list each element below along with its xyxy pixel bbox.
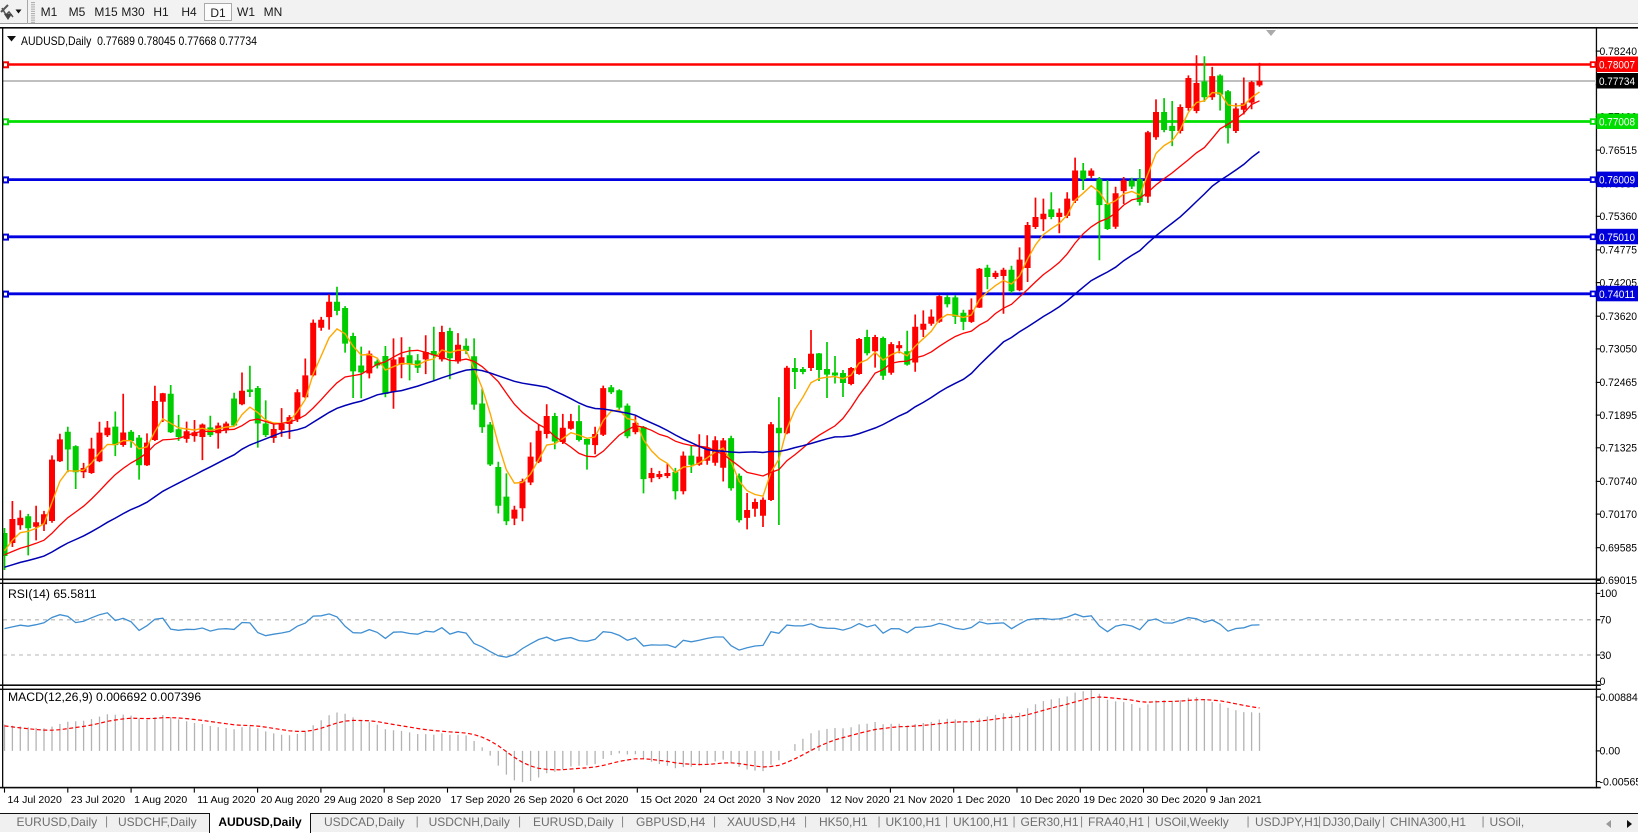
svg-text:21 Nov 2020: 21 Nov 2020 [893,794,953,806]
svg-text:0.70170: 0.70170 [1600,509,1638,521]
svg-text:0.74011: 0.74011 [1599,289,1635,301]
svg-text:12 Nov 2020: 12 Nov 2020 [830,794,890,806]
svg-text:0.72465: 0.72465 [1600,377,1638,389]
svg-text:0.75010: 0.75010 [1599,232,1635,244]
svg-text:11 Aug 2020: 11 Aug 2020 [197,794,255,806]
svg-text:20 Aug 2020: 20 Aug 2020 [261,794,320,806]
svg-text:RSI(14) 65.5811: RSI(14) 65.5811 [8,587,97,601]
svg-text:0.00884: 0.00884 [1600,692,1638,704]
svg-text:8 Sep 2020: 8 Sep 2020 [387,794,441,806]
svg-text:-0.005651: -0.005651 [1600,776,1638,788]
svg-text:3 Nov 2020: 3 Nov 2020 [767,794,821,806]
svg-text:0.00: 0.00 [1600,746,1621,758]
svg-text:0.73050: 0.73050 [1600,344,1638,356]
svg-text:0.78240: 0.78240 [1600,46,1638,58]
svg-text:0.77008: 0.77008 [1599,117,1635,129]
svg-text:9 Jan 2021: 9 Jan 2021 [1210,794,1262,806]
svg-text:19 Dec 2020: 19 Dec 2020 [1083,794,1143,806]
svg-text:15 Oct 2020: 15 Oct 2020 [640,794,697,806]
svg-text:6 Oct 2020: 6 Oct 2020 [577,794,629,806]
svg-text:30: 30 [1600,650,1612,662]
svg-text:0.78007: 0.78007 [1599,60,1635,72]
svg-text:0.70740: 0.70740 [1600,476,1638,488]
svg-text:0.77734: 0.77734 [1599,76,1635,88]
svg-text:17 Sep 2020: 17 Sep 2020 [451,794,511,806]
svg-text:0.69585: 0.69585 [1600,543,1638,555]
svg-text:0.71895: 0.71895 [1600,410,1638,422]
svg-text:0: 0 [1600,676,1606,688]
svg-text:24 Oct 2020: 24 Oct 2020 [704,794,761,806]
svg-text:23 Jul 2020: 23 Jul 2020 [71,794,125,806]
svg-text:14 Jul 2020: 14 Jul 2020 [8,794,62,806]
svg-text:30 Dec 2020: 30 Dec 2020 [1147,794,1207,806]
svg-text:100: 100 [1600,588,1618,600]
svg-text:0.75360: 0.75360 [1600,211,1638,223]
svg-text:0.76515: 0.76515 [1600,145,1638,157]
svg-text:0.73620: 0.73620 [1600,311,1638,323]
svg-text:1 Aug 2020: 1 Aug 2020 [134,794,187,806]
svg-text:70: 70 [1600,615,1612,627]
svg-text:0.76009: 0.76009 [1599,175,1635,187]
svg-text:MACD(12,26,9) 0.006692 0.00739: MACD(12,26,9) 0.006692 0.007396 [8,690,201,704]
svg-text:29 Aug 2020: 29 Aug 2020 [324,794,383,806]
svg-text:AUDUSD,Daily 0.77689 0.78045: AUDUSD,Daily 0.77689 0.78045 0.77668 0.7… [21,34,257,48]
svg-text:0.71325: 0.71325 [1600,443,1638,455]
svg-text:10 Dec 2020: 10 Dec 2020 [1020,794,1080,806]
svg-text:26 Sep 2020: 26 Sep 2020 [514,794,574,806]
svg-text:0.74775: 0.74775 [1600,245,1638,257]
svg-text:0.69015: 0.69015 [1600,575,1638,587]
svg-text:1 Dec 2020: 1 Dec 2020 [957,794,1011,806]
